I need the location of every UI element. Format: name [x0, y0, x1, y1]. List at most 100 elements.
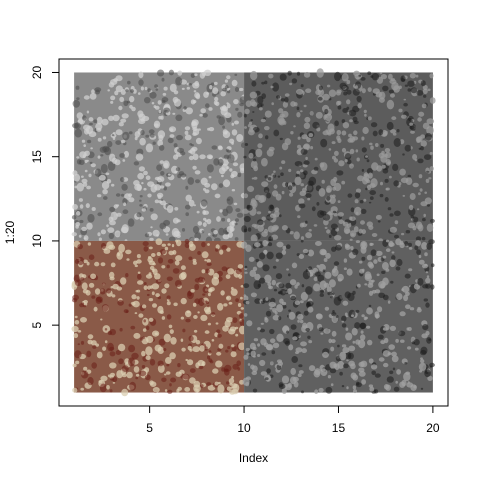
texture-cell	[423, 298, 428, 302]
texture-cell	[410, 130, 415, 134]
texture-cell	[382, 294, 389, 301]
texture-cell	[84, 169, 88, 173]
texture-cell	[345, 327, 349, 331]
texture-cell	[194, 237, 199, 242]
texture-cell	[96, 116, 103, 125]
texture-cell	[125, 310, 129, 313]
texture-cell	[349, 119, 353, 123]
texture-cell	[272, 174, 277, 178]
texture-cell	[166, 301, 171, 306]
texture-cell	[100, 229, 106, 235]
texture-cell	[227, 268, 235, 275]
texture-cell	[326, 185, 333, 193]
texture-cell	[326, 84, 331, 88]
texture-cell	[418, 192, 421, 196]
texture-cell	[109, 271, 115, 279]
texture-cell	[180, 338, 184, 342]
texture-cell	[429, 151, 433, 155]
texture-cell	[275, 252, 283, 259]
texture-cell	[72, 387, 78, 393]
texture-cell	[346, 159, 352, 165]
image-panels	[71, 68, 436, 397]
texture-cell	[346, 89, 352, 95]
texture-cell	[293, 125, 296, 128]
texture-cell	[109, 328, 117, 336]
texture-cell	[109, 362, 117, 369]
texture-cell	[107, 227, 115, 233]
texture-cell	[106, 385, 110, 390]
texture-cell	[109, 153, 116, 162]
texture-cell	[429, 97, 436, 104]
texture-cell	[297, 136, 301, 140]
texture-cell	[98, 380, 103, 384]
texture-cell	[222, 234, 230, 240]
texture-cell	[225, 205, 233, 214]
texture-cell	[217, 348, 222, 352]
texture-cell	[325, 252, 331, 259]
texture-cell	[343, 267, 347, 271]
texture-cell	[423, 213, 427, 218]
texture-cell	[86, 185, 91, 190]
texture-cell	[145, 346, 153, 356]
texture-cell	[254, 273, 261, 281]
texture-cell	[250, 364, 255, 370]
texture-cell	[115, 140, 122, 146]
texture-cell	[360, 330, 364, 334]
texture-cell	[345, 332, 353, 341]
texture-cell	[227, 346, 231, 350]
texture-cell	[168, 69, 174, 76]
texture-cell	[168, 126, 177, 133]
texture-cell	[389, 259, 396, 268]
texture-cell	[403, 102, 408, 107]
texture-cell	[300, 169, 304, 173]
texture-cell	[81, 282, 88, 290]
texture-cell	[404, 241, 409, 247]
texture-cell	[247, 227, 252, 232]
texture-cell	[150, 183, 158, 193]
texture-cell	[280, 288, 287, 296]
texture-cell	[139, 137, 146, 146]
texture-cell	[84, 128, 90, 135]
texture-cell	[167, 173, 171, 176]
texture-cell	[368, 263, 374, 269]
texture-cell	[226, 381, 229, 385]
texture-cell	[279, 113, 285, 118]
texture-cell	[424, 252, 428, 257]
texture-cell	[246, 204, 253, 211]
texture-cell	[81, 370, 89, 379]
texture-cell	[420, 80, 426, 87]
texture-cell	[141, 208, 146, 212]
texture-cell	[333, 176, 338, 182]
texture-cell	[156, 192, 164, 198]
texture-cell	[164, 246, 169, 251]
texture-cell	[194, 388, 198, 391]
texture-cell	[401, 285, 410, 293]
texture-cell	[72, 99, 81, 108]
texture-cell	[231, 79, 238, 87]
texture-cell	[110, 100, 114, 104]
texture-cell	[188, 256, 193, 261]
texture-cell	[415, 240, 421, 247]
texture-cell	[224, 79, 228, 83]
texture-cell	[264, 80, 268, 85]
texture-cell	[414, 347, 419, 351]
texture-cell	[303, 122, 311, 130]
texture-cell	[190, 73, 196, 78]
texture-cell	[243, 313, 248, 317]
texture-cell	[215, 248, 219, 252]
texture-cell	[341, 130, 347, 136]
texture-cell	[207, 355, 211, 360]
texture-cell	[328, 148, 332, 151]
texture-cell	[168, 236, 176, 242]
texture-cell	[380, 143, 385, 148]
texture-cell	[369, 190, 377, 196]
texture-cell	[222, 125, 226, 129]
texture-cell	[405, 230, 411, 234]
texture-cell	[349, 163, 354, 169]
texture-cell	[306, 184, 314, 193]
texture-cell	[334, 182, 342, 192]
texture-cell	[418, 254, 422, 259]
texture-cell	[420, 201, 428, 207]
texture-cell	[221, 174, 224, 178]
texture-cell	[122, 159, 126, 162]
